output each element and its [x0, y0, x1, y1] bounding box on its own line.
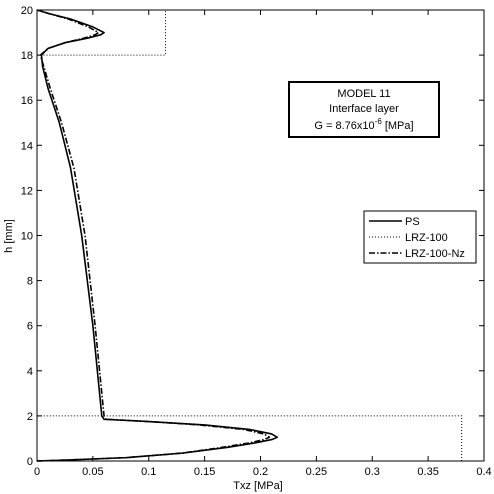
- series-line-lrz-100-nz: [36, 9, 271, 462]
- series-line-ps: [36, 9, 279, 462]
- x-tick-label: 0.3: [365, 466, 380, 478]
- y-axis-ticks: 0 2 4 6 8 10 12 14 16 18 20: [21, 5, 484, 468]
- legend: PS LRZ-100 LRZ-100-Nz: [363, 210, 477, 264]
- annotation-line-1: MODEL 11: [337, 88, 390, 100]
- annotation-line-2: Interface layer: [329, 103, 399, 115]
- y-tick-label: 8: [27, 276, 33, 288]
- annotation-line-3: G = 8.76x10-6 [MPa]: [314, 117, 413, 132]
- y-tick-label: 16: [21, 95, 33, 107]
- legend-label-lrz-100: LRZ-100: [405, 232, 448, 244]
- x-tick-label: 0.2: [253, 466, 268, 478]
- y-tick-label: 14: [21, 140, 33, 152]
- legend-label-ps: PS: [405, 216, 420, 228]
- series-line-lrz-100: [36, 10, 463, 461]
- x-tick-label: 0.4: [476, 466, 491, 478]
- x-tick-label: 0.25: [306, 466, 327, 478]
- y-tick-label: 20: [21, 5, 33, 17]
- x-axis-ticks: 0 0.05 0.1 0.15 0.2 0.25 0.3 0.35 0.4: [34, 10, 492, 478]
- x-tick-label: 0.15: [194, 466, 215, 478]
- series-layer: [36, 9, 463, 462]
- y-tick-label: 6: [27, 321, 33, 333]
- x-tick-label: 0.1: [141, 466, 156, 478]
- annotation-box: MODEL 11 Interface layer G = 8.76x10-6 […: [288, 81, 440, 138]
- y-tick-label: 10: [21, 231, 33, 243]
- y-tick-label: 2: [27, 411, 33, 423]
- y-tick-label: 0: [27, 456, 33, 468]
- y-axis-label: h [mm]: [3, 219, 15, 253]
- y-tick-label: 12: [21, 185, 33, 197]
- legend-label-lrz-100-nz: LRZ-100-Nz: [405, 248, 465, 260]
- x-tick-label: 0.35: [417, 466, 438, 478]
- x-tick-label: 0.05: [82, 466, 103, 478]
- x-tick-label: 0: [34, 466, 40, 478]
- y-tick-label: 18: [21, 50, 33, 62]
- x-axis-label: Txz [MPa]: [233, 480, 283, 492]
- y-tick-label: 4: [27, 366, 33, 378]
